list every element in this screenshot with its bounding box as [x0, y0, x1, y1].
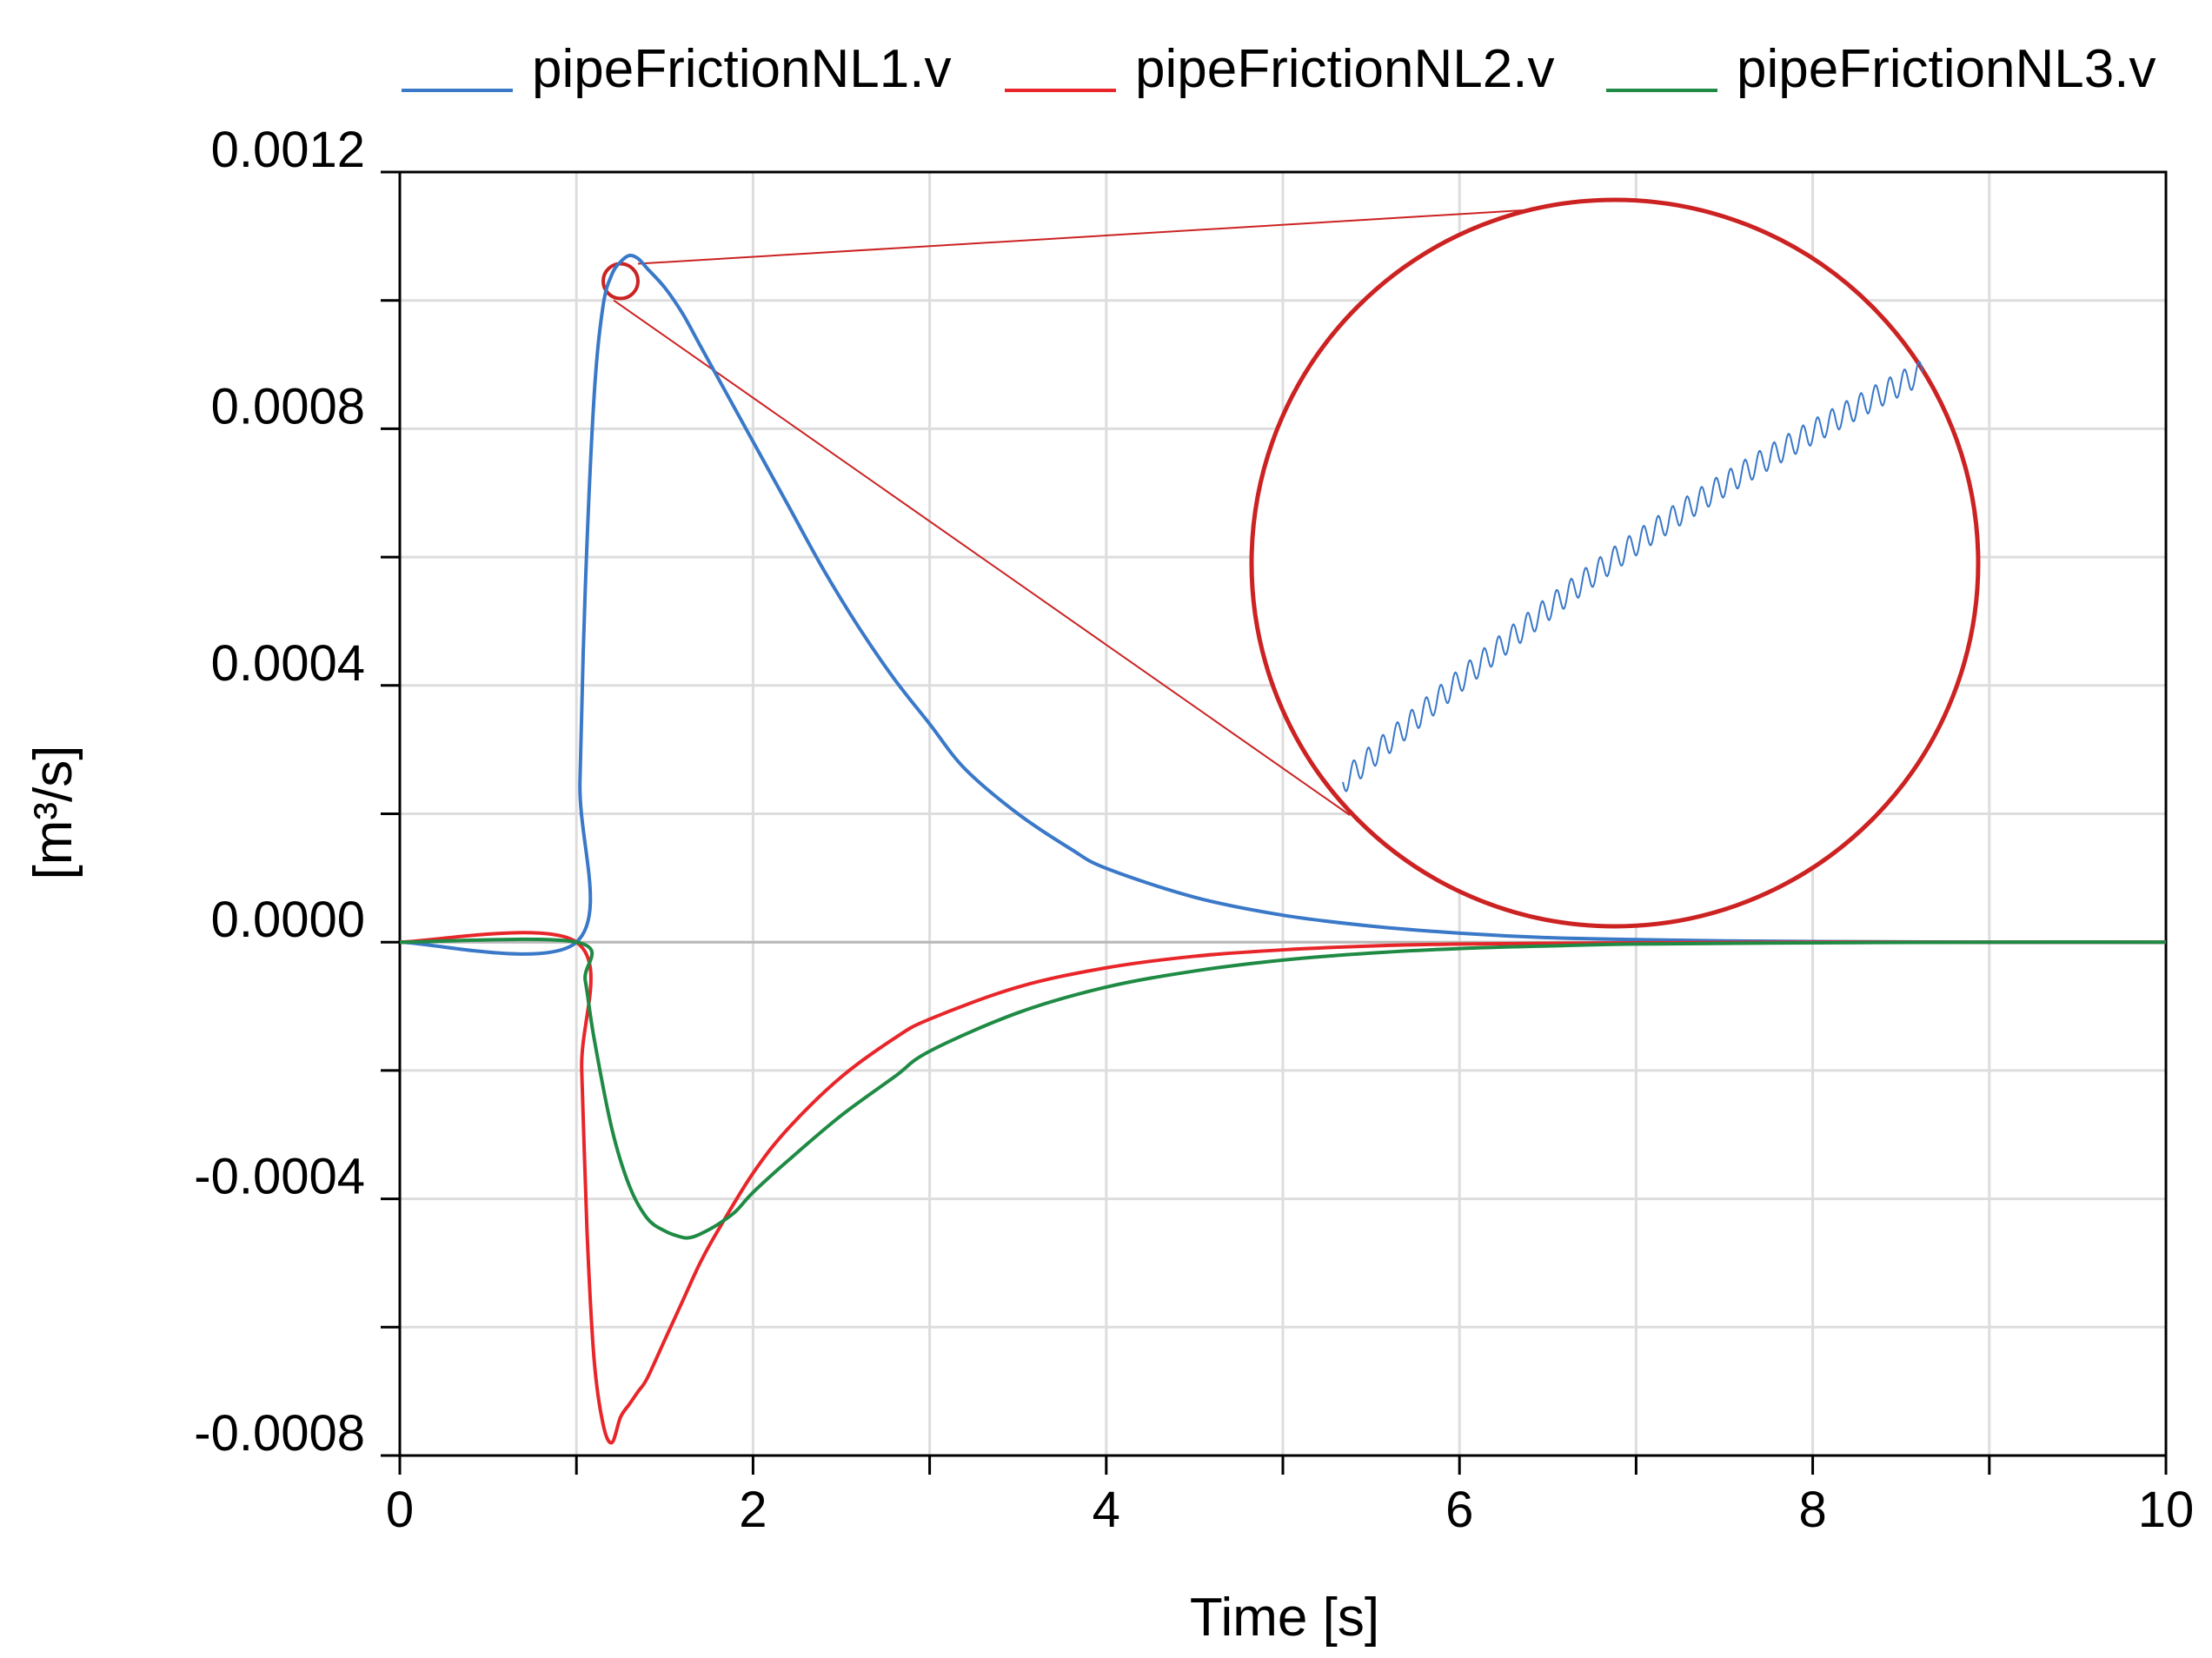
- legend-label-2: pipeFrictionNL2.v: [1135, 39, 1554, 99]
- zoom-connector-line: [637, 203, 1624, 265]
- series-line-1: [399, 253, 2167, 956]
- x-tick-label: 8: [1798, 1482, 1826, 1538]
- y-tick-label: -0.0008: [194, 1405, 365, 1462]
- x-tick-label: 4: [1093, 1482, 1120, 1538]
- zoom-inset: [601, 197, 1981, 929]
- legend-label-1: pipeFrictionNL1.v: [532, 39, 951, 99]
- legend: pipeFrictionNL1.v pipeFrictionNL2.v pipeFr…: [402, 39, 2156, 99]
- y-tick-label: 0.0012: [211, 122, 365, 178]
- x-tick-label: 0: [386, 1482, 414, 1538]
- zoom-connector-line: [613, 299, 1351, 816]
- y-tick-label: 0.0000: [211, 892, 365, 948]
- x-tick-label: 10: [2138, 1482, 2195, 1538]
- legend-label-3: pipeFrictionNL3.v: [1737, 39, 2156, 99]
- y-tick-label: -0.0004: [194, 1149, 365, 1205]
- series-lines: [399, 253, 2167, 1445]
- x-tick-label: 6: [1445, 1482, 1473, 1538]
- x-tick-label: 2: [739, 1482, 767, 1538]
- y-tick-label: 0.0004: [211, 635, 365, 692]
- series-line-2: [399, 931, 2166, 1445]
- zoom-inset-circle: [1249, 197, 1981, 929]
- y-axis-title: [m³/s]: [23, 746, 83, 880]
- zoom-detail-line: [1342, 360, 1923, 793]
- axes: 0 2 4 6 8 10 0.0012 0.0008 0.0004 0.0000 -0.0004 -0…: [194, 122, 2194, 1538]
- y-tick-label: 0.0008: [211, 378, 365, 434]
- x-axis-title: Time [s]: [1190, 1588, 1379, 1648]
- series-line-3: [399, 937, 2167, 1240]
